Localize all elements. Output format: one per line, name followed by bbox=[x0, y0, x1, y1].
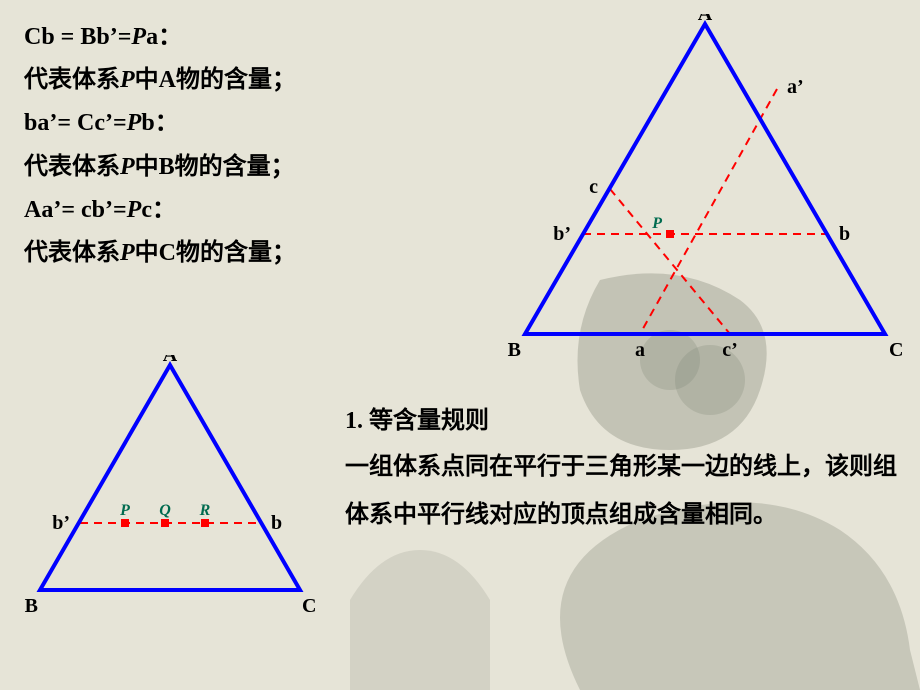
svg-text:b’: b’ bbox=[553, 223, 571, 245]
zh-text-1: 代表体系P中A物的含量； bbox=[24, 67, 296, 93]
svg-text:b: b bbox=[271, 512, 282, 534]
eq-text-3: Aa’= cb’=Pc： bbox=[24, 197, 176, 223]
rule-body: 一组体系点同在平行于三角形某一边的线上，该则组体系中平行线对应的顶点组成含量相同… bbox=[345, 443, 905, 539]
triangle-diagram-main: A B Ca’ c b’ b a c’ P bbox=[505, 14, 910, 364]
svg-text:b’: b’ bbox=[52, 512, 70, 534]
svg-text:C: C bbox=[302, 595, 316, 617]
svg-text:c’: c’ bbox=[722, 339, 738, 361]
svg-text:R: R bbox=[199, 502, 211, 519]
zh-text-3: 代表体系P中C物的含量； bbox=[24, 240, 296, 266]
svg-text:B: B bbox=[25, 595, 38, 617]
svg-text:a: a bbox=[635, 339, 645, 361]
svg-text:b: b bbox=[839, 223, 850, 245]
svg-text:C: C bbox=[889, 339, 903, 361]
equations-block: Cb = Bb’=Pa： 代表体系P中A物的含量； ba’= Cc’=Pb： 代… bbox=[24, 16, 524, 275]
svg-text:P: P bbox=[119, 502, 130, 519]
svg-text:Q: Q bbox=[159, 502, 171, 519]
rule-text-block: 1. 等含量规则 一组体系点同在平行于三角形某一边的线上，该则组体系中平行线对应… bbox=[345, 400, 905, 539]
rule-body-text: 一组体系点同在平行于三角形某一边的线上，该则组体系中平行线对应的顶点组成含量相同… bbox=[345, 454, 897, 528]
eq-text-2: ba’= Cc’=Pb： bbox=[24, 110, 179, 136]
svg-text:a’: a’ bbox=[787, 76, 804, 98]
eq-line-1: Cb = Bb’=Pa： bbox=[24, 16, 524, 59]
rule-title: 1. 等含量规则 bbox=[345, 400, 905, 443]
svg-text:A: A bbox=[163, 355, 178, 366]
eq-line-3: Aa’= cb’=Pc： bbox=[24, 189, 524, 232]
svg-text:A: A bbox=[698, 14, 713, 25]
svg-text:P: P bbox=[651, 215, 662, 232]
slide: Cb = Bb’=Pa： 代表体系P中A物的含量； ba’= Cc’=Pb： 代… bbox=[0, 0, 920, 690]
zh-line-1: 代表体系P中A物的含量； bbox=[24, 59, 524, 102]
zh-line-2: 代表体系P中B物的含量； bbox=[24, 146, 524, 189]
zh-text-2: 代表体系P中B物的含量； bbox=[24, 154, 295, 180]
rule-title-text: 1. 等含量规则 bbox=[345, 408, 489, 434]
triangle-diagram-secondary: P Q R A B Cb’ b bbox=[20, 355, 330, 625]
eq-text-1: Cb = Bb’=Pa： bbox=[24, 24, 182, 50]
zh-line-3: 代表体系P中C物的含量； bbox=[24, 232, 524, 275]
svg-text:B: B bbox=[508, 339, 521, 361]
svg-text:c: c bbox=[589, 176, 598, 198]
eq-line-2: ba’= Cc’=Pb： bbox=[24, 102, 524, 145]
